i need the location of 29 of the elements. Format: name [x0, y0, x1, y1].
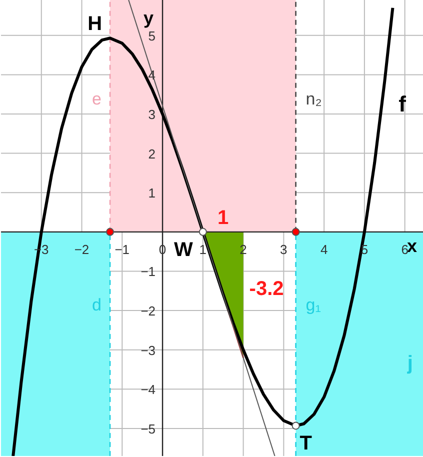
series-label: f — [398, 91, 407, 116]
x-tick-label: −1 — [114, 242, 130, 257]
ref-line-label: d — [92, 295, 102, 314]
y-tick-label: 3 — [148, 107, 156, 122]
x-tick-label: 4 — [320, 242, 328, 257]
x-tick-label: −2 — [74, 242, 90, 257]
y-tick-label: 2 — [148, 146, 156, 162]
ref-line-label: g₁ — [306, 295, 322, 314]
annotation: 1 — [218, 206, 229, 229]
ref-line-label: e — [92, 89, 102, 108]
x-tick-label: 3 — [280, 242, 288, 257]
y-axis-title: y — [144, 8, 154, 28]
y-tick-label: −5 — [140, 421, 156, 436]
x-tick-label: 1 — [199, 242, 207, 257]
y-tick-label: −1 — [140, 264, 156, 280]
ref-line-label: n₂ — [306, 89, 322, 108]
x-tick-label: 6 — [401, 242, 408, 257]
y-tick-label: −2 — [140, 304, 156, 319]
x-axis-title: x — [406, 236, 417, 256]
y-tick-label: −3 — [140, 342, 156, 358]
x-tick-label: 2 — [240, 242, 247, 257]
y-tick-label: 1 — [148, 186, 156, 201]
y-tick-label: 5 — [148, 28, 156, 44]
annotation: -3.2 — [249, 278, 284, 300]
y-tick-label: −4 — [140, 382, 156, 398]
annotation: H — [88, 13, 102, 36]
annotation: j — [406, 352, 413, 375]
annotation: W — [174, 238, 194, 261]
annotation: T — [300, 432, 312, 455]
